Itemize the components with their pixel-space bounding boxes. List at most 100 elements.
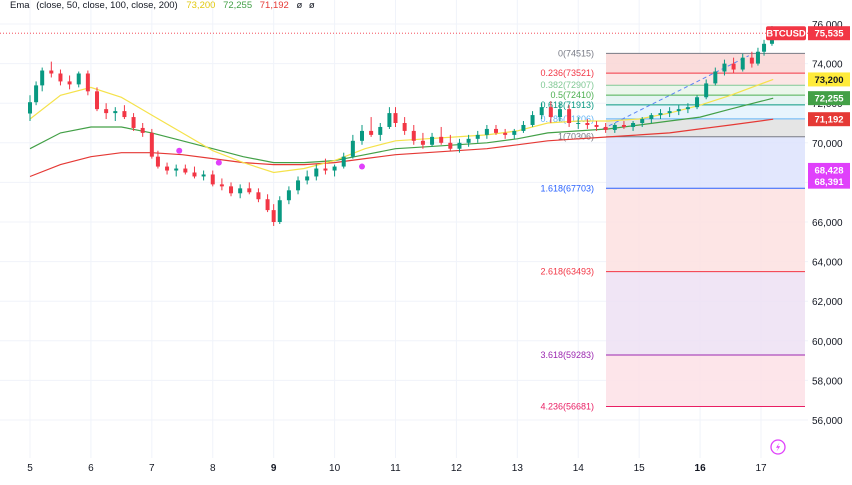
candle-body [332,166,337,171]
candle-body [277,200,282,222]
x-tick-label: 10 [329,463,341,474]
x-tick-label: 14 [573,463,585,474]
price-tag [808,26,850,41]
candle-body [58,73,63,82]
fib-zone [606,53,805,74]
price-tag-value: 75,535 [814,29,844,40]
candle-body [530,115,535,125]
candle-body [238,188,243,194]
candle-body [286,190,291,201]
price-tag-value: 68,428 [814,165,843,176]
fib-level-label: 3.618(59283) [540,350,594,360]
candle-body [603,126,608,130]
candle-body [521,124,526,131]
price-tag [808,174,850,189]
x-tick-label: 12 [451,463,463,474]
candle-body [369,130,374,135]
candle-body [475,134,480,139]
candle-body [676,109,681,112]
candle-body [755,51,760,64]
candle-body [219,184,224,187]
x-tick-label: 16 [695,463,707,474]
ema50-value: 73,200 [186,0,215,11]
price-tag [808,72,850,87]
y-tick-label: 76,000 [812,20,843,31]
fib-zone [606,188,805,272]
candle-body [296,180,301,191]
price-tag-value: 68,391 [814,177,844,188]
fib-level-label: 0.382(72907) [540,80,594,90]
fib-level-label: 4.236(56681) [540,402,594,412]
fib-zone [606,354,805,407]
indicator-name: Ema [10,0,30,11]
fib-level-label: 1.618(67703) [540,183,594,193]
candle-body [247,188,252,193]
candle-body [85,73,90,92]
candle-body [149,132,154,157]
candle-body [762,43,767,52]
price-tag [808,112,850,127]
candle-body [314,168,319,177]
ema200-value: 71,192 [260,0,289,11]
candle-body [183,168,188,173]
symbol-tag-label: BTCUSD [766,29,806,40]
candle-body [494,128,499,133]
candle-body [731,63,736,70]
lightning-icon[interactable] [770,439,786,455]
time-axis[interactable]: 5 6 7 8 9 10 11 12 13 14 15 16 17 [27,463,767,474]
fib-zone [606,271,805,355]
candle-body [695,97,700,108]
candle-body [512,130,517,135]
candle-body [49,70,54,74]
candle-body [378,126,383,135]
candle-body [466,138,471,143]
y-tick-label: 66,000 [812,218,843,229]
candle-body [67,81,72,85]
price-tags: BTCUSD 75,535 73,200 72,255 71,192 68,42868,3… [766,26,850,189]
indicator-legend[interactable]: Ema (close, 50, close, 100, close, 200) … [10,0,315,11]
candle-body [305,176,310,181]
candle-body [667,111,672,114]
fib-zone [606,73,805,86]
ema-cross-marker [176,147,183,154]
ema-cross-marker [358,163,365,170]
x-tick-label: 11 [390,463,401,474]
candle-body [95,91,100,110]
candle-body [658,113,663,116]
candle-body [631,123,636,127]
candle-body [621,124,626,127]
fib-level-label: 0.5(72410) [550,90,594,100]
candle-body [155,156,160,167]
candle-body [503,132,508,135]
ema50-line [29,78,774,174]
fib-level-label: 0.236(73521) [540,68,594,78]
candle-body [40,70,45,86]
candle-body [740,57,745,70]
candle-body [229,186,234,194]
candle-body [131,117,136,128]
candles [28,25,774,226]
indicator-extra-2: ø [309,0,315,11]
candle-body [210,174,215,185]
x-tick-label: 7 [149,463,155,474]
candle-body [430,136,435,145]
ema-cross-marker [215,159,222,166]
candle-body [640,119,645,123]
x-tick-label: 15 [634,463,646,474]
candle-body [612,124,617,130]
y-tick-label: 58,000 [812,376,843,387]
candle-body [685,107,690,110]
candle-body [174,168,179,171]
candle-body [104,109,109,114]
candle-body [585,123,590,125]
price-tag-value: 73,200 [814,75,843,86]
x-tick-label: 17 [755,463,767,474]
candle-body [439,136,444,143]
fib-level-label: 1(70306) [558,132,594,142]
candle-body [457,142,462,149]
candle-body [576,123,581,124]
svg-text:Ema (close, 50, close, 1: Ema (close, 50, close, 100, close, 200) … [10,0,315,11]
candle-body [713,71,718,84]
ema-cross-markers [176,147,365,170]
